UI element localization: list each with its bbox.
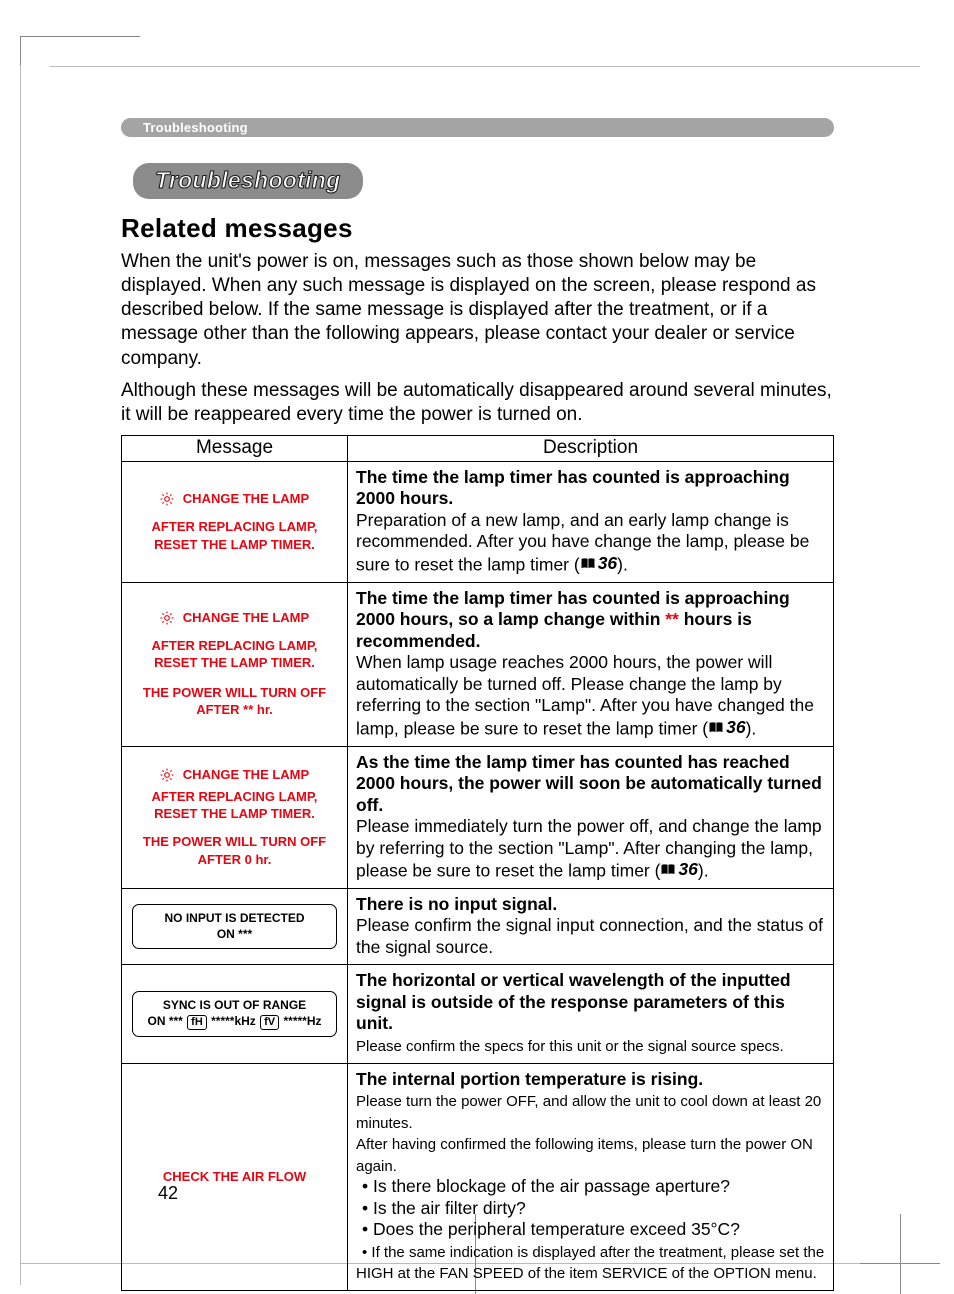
description-cell: There is no input signal. Please confirm… bbox=[348, 888, 834, 965]
msg-sub2: RESET THE LAMP TIMER. bbox=[126, 654, 343, 672]
desc-bold: There is no input signal. bbox=[356, 894, 557, 914]
sun-icon bbox=[160, 492, 174, 506]
desc-body: Please confirm the specs for this unit o… bbox=[356, 1038, 784, 1055]
keycap-fh: fH bbox=[187, 1015, 207, 1030]
desc-bold: The internal portion temperature is risi… bbox=[356, 1069, 703, 1089]
message-cell: NO INPUT IS DETECTED ON *** bbox=[122, 888, 348, 965]
section-pill: Troubleshooting bbox=[133, 163, 363, 199]
message-cell: CHECK THE AIR FLOW bbox=[122, 1063, 348, 1290]
keycap-fv: fV bbox=[260, 1015, 279, 1030]
msg-title: CHANGE THE LAMP bbox=[183, 490, 309, 508]
col-message-header: Message bbox=[122, 435, 348, 461]
msg-sub2: RESET THE LAMP TIMER. bbox=[126, 536, 343, 554]
bullet-3: • Does the peripheral temperature exceed… bbox=[356, 1219, 740, 1241]
book-icon bbox=[708, 721, 724, 734]
box-line-2: ON *** fH *****kHz fV *****Hz bbox=[139, 1013, 330, 1030]
book-icon bbox=[580, 557, 596, 570]
box-line-1: NO INPUT IS DETECTED bbox=[139, 910, 330, 926]
desc-body: Please immediately turn the power off, a… bbox=[356, 816, 822, 880]
desc-body: Please confirm the signal input connecti… bbox=[356, 915, 823, 957]
desc-note2: After having confirmed the following ite… bbox=[356, 1136, 813, 1175]
bullet-2: • Is the air filter dirty? bbox=[356, 1198, 526, 1220]
box-line-2: ON *** bbox=[139, 926, 330, 942]
msg-extra-l1: THE POWER WILL TURN OFF bbox=[126, 833, 343, 851]
bullet-4b: HIGH at the FAN SPEED of the item SERVIC… bbox=[356, 1265, 817, 1282]
section-heading: Related messages bbox=[121, 213, 834, 244]
desc-bold: The time the lamp timer has counted is a… bbox=[356, 588, 790, 651]
msg-extra-l2: AFTER ** hr. bbox=[126, 701, 343, 719]
table-row: CHANGE THE LAMP AFTER REPLACING LAMP, RE… bbox=[122, 582, 834, 746]
desc-bold: As the time the lamp timer has counted h… bbox=[356, 752, 822, 815]
msg-extra-l2: AFTER 0 hr. bbox=[126, 851, 343, 869]
box-line-1: SYNC IS OUT OF RANGE bbox=[139, 997, 330, 1013]
message-box: SYNC IS OUT OF RANGE ON *** fH *****kHz … bbox=[132, 991, 337, 1037]
description-cell: The horizontal or vertical wavelength of… bbox=[348, 965, 834, 1063]
msg-sub1: AFTER REPLACING LAMP, bbox=[126, 637, 343, 655]
page-number: 42 bbox=[158, 1183, 178, 1204]
page-content: Troubleshooting Troubleshooting Related … bbox=[121, 118, 834, 1291]
bullet-1: • Is there blockage of the air passage a… bbox=[356, 1176, 730, 1198]
msg-title: CHANGE THE LAMP bbox=[183, 609, 309, 627]
table-row: NO INPUT IS DETECTED ON *** There is no … bbox=[122, 888, 834, 965]
sun-icon bbox=[160, 768, 174, 782]
description-cell: The internal portion temperature is risi… bbox=[348, 1063, 834, 1290]
msg-extra-l1: THE POWER WILL TURN OFF bbox=[126, 684, 343, 702]
msg-sub2: RESET THE LAMP TIMER. bbox=[126, 805, 343, 823]
bullet-4a: • If the same indication is displayed af… bbox=[356, 1243, 824, 1262]
message-cell: CHANGE THE LAMP AFTER REPLACING LAMP, RE… bbox=[122, 582, 348, 746]
intro-paragraph-2: Although these messages will be automati… bbox=[121, 379, 834, 427]
table-row: SYNC IS OUT OF RANGE ON *** fH *****kHz … bbox=[122, 965, 834, 1063]
header-breadcrumb-text: Troubleshooting bbox=[143, 120, 248, 135]
header-breadcrumb-bar: Troubleshooting bbox=[121, 118, 834, 137]
message-cell: SYNC IS OUT OF RANGE ON *** fH *****kHz … bbox=[122, 965, 348, 1063]
section-pill-text: Troubleshooting bbox=[155, 167, 341, 193]
page-ref: 36 bbox=[580, 553, 617, 575]
table-row: CHANGE THE LAMP AFTER REPLACING LAMP, RE… bbox=[122, 746, 834, 888]
message-box: NO INPUT IS DETECTED ON *** bbox=[132, 904, 337, 949]
page-ref: 36 bbox=[660, 859, 697, 881]
msg-title: CHANGE THE LAMP bbox=[183, 766, 309, 784]
description-cell: The time the lamp timer has counted is a… bbox=[348, 461, 834, 582]
desc-bold: The horizontal or vertical wavelength of… bbox=[356, 970, 791, 1033]
book-icon bbox=[660, 863, 676, 876]
col-description-header: Description bbox=[348, 435, 834, 461]
msg-sub1: AFTER REPLACING LAMP, bbox=[126, 518, 343, 536]
description-cell: As the time the lamp timer has counted h… bbox=[348, 746, 834, 888]
desc-note1: Please turn the power OFF, and allow the… bbox=[356, 1093, 821, 1132]
sun-icon bbox=[160, 611, 174, 625]
table-row: CHANGE THE LAMP AFTER REPLACING LAMP, RE… bbox=[122, 461, 834, 582]
description-cell: The time the lamp timer has counted is a… bbox=[348, 582, 834, 746]
intro-paragraph-1: When the unit's power is on, messages su… bbox=[121, 250, 834, 371]
msg-sub1: AFTER REPLACING LAMP, bbox=[126, 788, 343, 806]
messages-table: Message Description CHANGE THE LAMP bbox=[121, 435, 834, 1291]
table-row: CHECK THE AIR FLOW The internal portion … bbox=[122, 1063, 834, 1290]
message-cell: CHANGE THE LAMP AFTER REPLACING LAMP, RE… bbox=[122, 461, 348, 582]
desc-bold: The time the lamp timer has counted is a… bbox=[356, 467, 790, 509]
message-cell: CHANGE THE LAMP AFTER REPLACING LAMP, RE… bbox=[122, 746, 348, 888]
page-ref: 36 bbox=[708, 717, 745, 739]
